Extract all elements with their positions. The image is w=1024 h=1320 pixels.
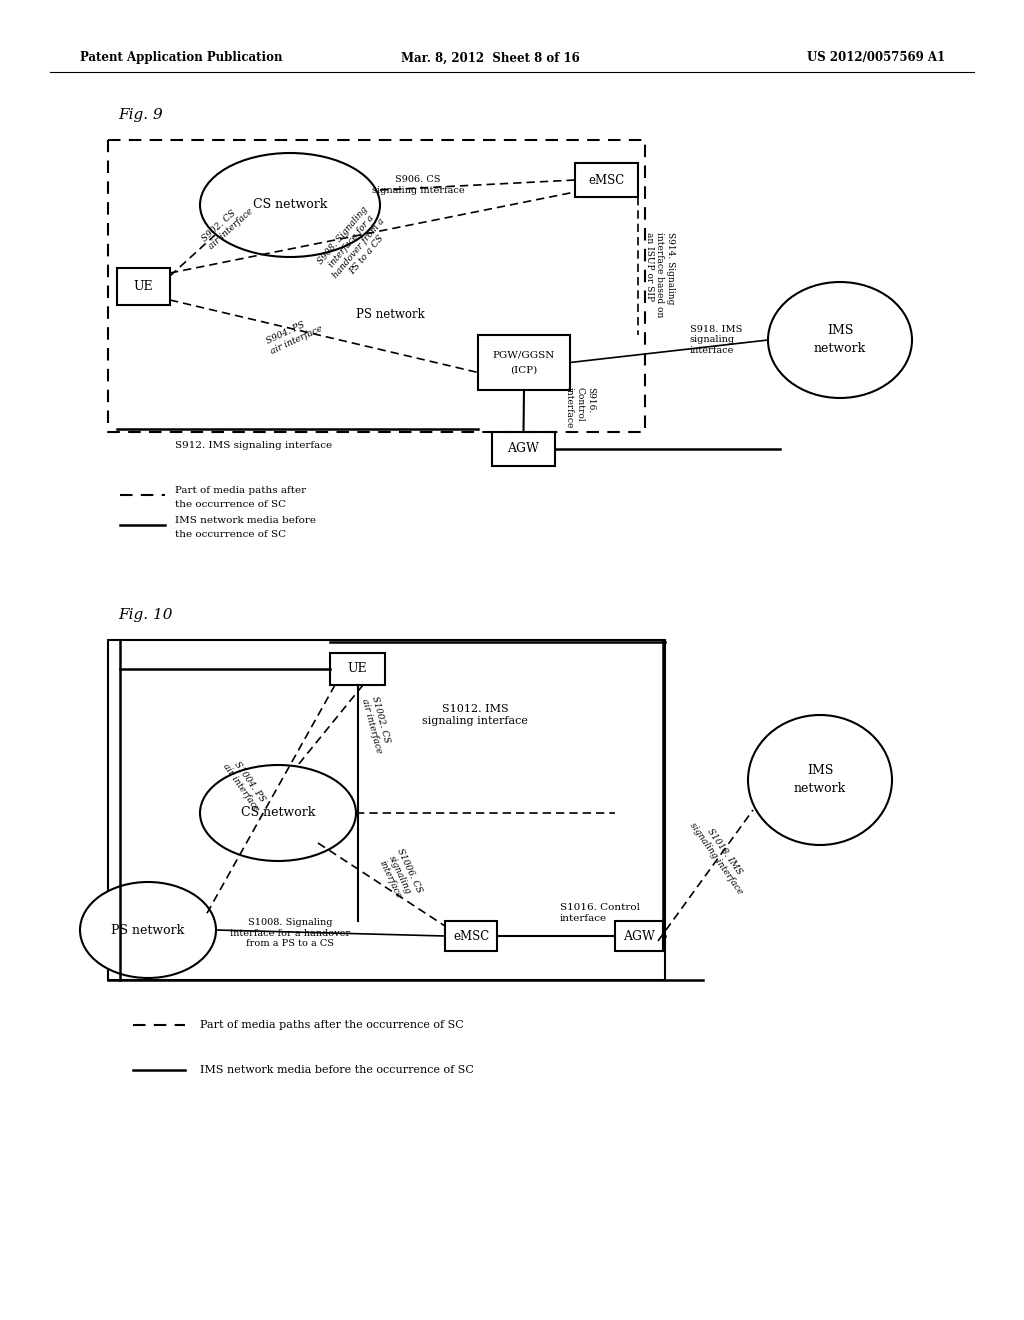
Text: Part of media paths after the occurrence of SC: Part of media paths after the occurrence…: [200, 1020, 464, 1030]
Text: the occurrence of SC: the occurrence of SC: [175, 531, 286, 539]
Text: UE: UE: [348, 663, 368, 676]
Text: Part of media paths after: Part of media paths after: [175, 486, 306, 495]
Text: S902. CS
air interface: S902. CS air interface: [200, 199, 255, 251]
Text: S918. IMS
signaling
interface: S918. IMS signaling interface: [690, 325, 742, 355]
Bar: [575, 162, 638, 197]
Text: AGW: AGW: [508, 442, 540, 455]
Bar: [330, 653, 385, 685]
Text: IMS network media before: IMS network media before: [175, 516, 316, 525]
Ellipse shape: [200, 153, 380, 257]
Text: S1004. PS
air interface: S1004. PS air interface: [221, 756, 269, 813]
Text: Patent Application Publication: Patent Application Publication: [80, 51, 283, 65]
Bar: [478, 335, 570, 389]
Text: UE: UE: [134, 280, 154, 293]
Text: S908. Signaling
interface for a
handover from a
PS to a CS: S908. Signaling interface for a handover…: [315, 203, 394, 286]
Ellipse shape: [80, 882, 216, 978]
Text: S1006. CS
signaling
interface: S1006. CS signaling interface: [377, 847, 424, 903]
Text: S1008. Signaling
interface for a handover
from a PS to a CS: S1008. Signaling interface for a handove…: [230, 919, 350, 948]
Bar: [492, 432, 555, 466]
Text: S1018. IMS
signaling interface: S1018. IMS signaling interface: [687, 814, 753, 895]
Text: S914. Signaling
interface based on
an ISUP or SIP: S914. Signaling interface based on an IS…: [645, 232, 675, 318]
Bar: [445, 921, 497, 950]
Text: eMSC: eMSC: [453, 929, 489, 942]
Text: S916.
Control
interface: S916. Control interface: [565, 387, 595, 429]
Text: S912. IMS signaling interface: S912. IMS signaling interface: [175, 441, 332, 450]
Ellipse shape: [200, 766, 356, 861]
Text: PS network: PS network: [355, 309, 424, 322]
Text: S1002. CS
air interface: S1002. CS air interface: [360, 696, 393, 755]
Text: eMSC: eMSC: [589, 173, 625, 186]
Text: AGW: AGW: [623, 929, 655, 942]
Text: Fig. 10: Fig. 10: [118, 609, 172, 622]
Text: IMS: IMS: [807, 764, 834, 777]
Text: S1016. Control
interface: S1016. Control interface: [560, 903, 640, 923]
Text: S906. CS
signaling interface: S906. CS signaling interface: [372, 176, 464, 195]
Text: Mar. 8, 2012  Sheet 8 of 16: Mar. 8, 2012 Sheet 8 of 16: [400, 51, 580, 65]
Text: CS network: CS network: [253, 198, 328, 211]
Text: US 2012/0057569 A1: US 2012/0057569 A1: [807, 51, 945, 65]
Ellipse shape: [748, 715, 892, 845]
Text: IMS network media before the occurrence of SC: IMS network media before the occurrence …: [200, 1065, 474, 1074]
Text: the occurrence of SC: the occurrence of SC: [175, 500, 286, 510]
Text: IMS: IMS: [826, 325, 853, 338]
Bar: [108, 640, 665, 979]
Text: PS network: PS network: [112, 924, 184, 936]
Bar: [615, 921, 663, 950]
Text: (ICP): (ICP): [510, 366, 538, 375]
Text: S1012. IMS
signaling interface: S1012. IMS signaling interface: [422, 704, 528, 726]
Text: network: network: [794, 783, 846, 796]
Ellipse shape: [768, 282, 912, 399]
Text: Fig. 9: Fig. 9: [118, 108, 163, 121]
Text: network: network: [814, 342, 866, 355]
Text: CS network: CS network: [241, 807, 315, 820]
Text: S904. PS
air interface: S904. PS air interface: [265, 314, 325, 355]
Text: PGW/GGSN: PGW/GGSN: [493, 351, 555, 360]
Bar: [117, 268, 170, 305]
